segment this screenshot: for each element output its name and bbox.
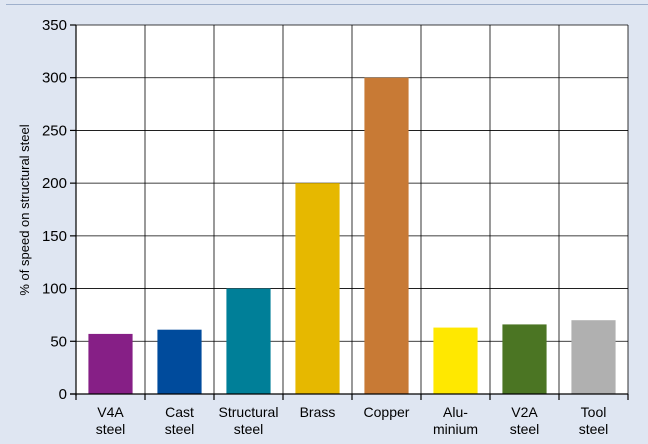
x-category-label-7-line-1: steel [579,421,609,437]
bar-3 [295,183,340,394]
x-category-label-2-line-0: Structural [219,404,279,420]
y-tick-label-3: 150 [42,228,67,245]
x-category-label-6-line-1: steel [510,421,540,437]
top-rule [6,4,648,5]
bar-4 [364,77,409,394]
y-tick-label-5: 250 [42,122,67,139]
y-tick-label-1: 50 [50,333,67,350]
x-category-label-5-line-0: Alu- [443,404,468,420]
y-tick-label-6: 300 [42,70,67,87]
x-category-label-6: V2A steel [510,404,540,437]
x-category-label-5-line-1: minium [433,421,478,437]
bars [88,77,616,394]
bar-6 [502,324,547,394]
x-category-label-1-line-0: Cast [165,404,194,420]
x-category-label-6-line-0: V2A [511,404,538,420]
x-category-label-3: Brass [300,404,336,420]
bar-0 [88,333,133,394]
x-category-label-2-line-1: steel [234,421,264,437]
y-tick-labels: 0 50 100 150 200 250 300 350 [42,17,67,403]
y-tick-label-0: 0 [59,386,67,403]
y-axis-title: % of speed on structural steel [17,124,32,295]
bar-7 [571,320,616,394]
axes [70,24,629,400]
y-tick-label-4: 200 [42,175,67,192]
grid-lines [76,24,629,394]
bar-1 [157,329,202,394]
x-category-label-4: Copper [364,404,410,420]
x-category-label-1: Cast steel [165,404,195,437]
x-category-label-0-line-1: steel [96,421,126,437]
y-tick-label-2: 100 [42,281,67,298]
x-category-label-2: Structural steel [219,404,279,437]
x-category-label-4-line-0: Copper [364,404,410,420]
x-category-label-5: Alu-minium [433,404,478,437]
y-tick-label-7: 350 [42,17,67,34]
x-category-label-7: Tool steel [579,404,609,437]
x-category-label-7-line-0: Tool [581,404,607,420]
x-category-label-0: V4A steel [96,404,126,437]
bar-5 [433,327,478,394]
x-category-label-3-line-0: Brass [300,404,336,420]
bar-2 [226,288,271,394]
x-category-label-1-line-1: steel [165,421,195,437]
x-category-label-0-line-0: V4A [97,404,124,420]
